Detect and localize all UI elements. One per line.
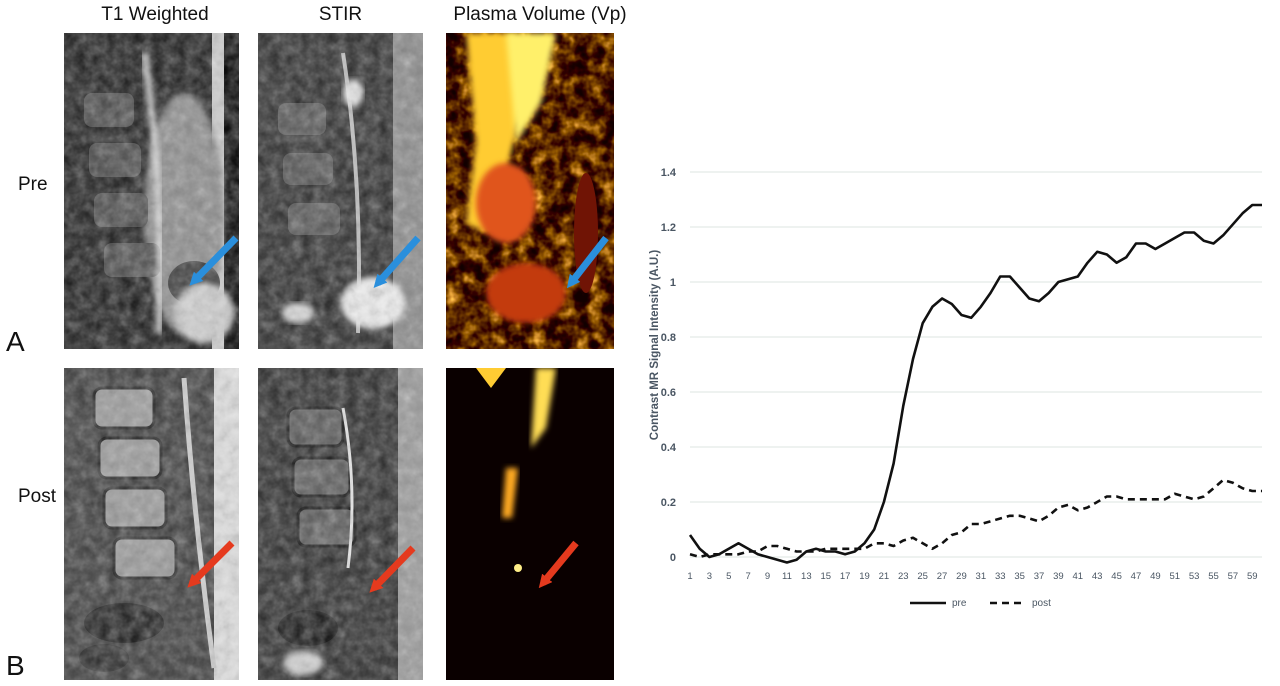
x-tick-label: 11 (782, 571, 792, 582)
x-tick-label: 37 (1034, 571, 1045, 582)
y-tick-label: 1 (670, 277, 676, 289)
x-tick-label: 27 (937, 571, 948, 582)
x-tick-label: 49 (1150, 571, 1161, 582)
x-tick-label: 13 (801, 571, 812, 582)
x-tick-label: 47 (1131, 571, 1142, 582)
x-tick-label: 17 (840, 571, 851, 582)
x-tick-label: 15 (820, 571, 831, 582)
legend-label-pre: pre (952, 598, 967, 609)
x-tick-label: 41 (1073, 571, 1084, 582)
x-tick-label: 29 (956, 571, 967, 582)
panel-letter-a: A (6, 326, 25, 357)
x-tick-label: 31 (976, 571, 987, 582)
x-tick-label: 43 (1092, 571, 1103, 582)
column-title-stir: STIR (318, 4, 363, 25)
mri-post-vp (446, 368, 614, 680)
chart-legend: pre post (910, 598, 1051, 609)
y-tick-label: 1.4 (661, 167, 677, 179)
x-tick-label: 51 (1169, 571, 1180, 582)
x-tick-label: 53 (1189, 571, 1200, 582)
mri-pre-t1 (64, 33, 239, 349)
signal-intensity-chart: 0 0.2 0.4 0.6 0.8 1 1.2 1.4 1 3 5 7 9 11 13 15 17 19 21 23 2… (630, 150, 1270, 620)
row-label-post: Post (18, 486, 57, 507)
y-tick-label: 1.2 (661, 222, 676, 234)
y-axis-label: Contrast MR Signal Intensity (A.U.) (649, 250, 661, 441)
x-tick-label: 19 (859, 571, 870, 582)
mri-pre-stir (258, 33, 423, 349)
x-tick-label: 39 (1053, 571, 1064, 582)
y-tick-label: 0 (670, 552, 676, 564)
x-tick-label: 7 (746, 571, 751, 582)
x-tick-label: 25 (917, 571, 928, 582)
x-tick-label: 59 (1247, 571, 1258, 582)
y-tick-label: 0.8 (661, 332, 676, 344)
series-line-pre (688, 203, 1262, 564)
x-tick-label: 3 (707, 571, 712, 582)
row-label-pre: Pre (18, 174, 48, 195)
x-tick-label: 23 (898, 571, 909, 582)
x-tick-label: 55 (1208, 571, 1219, 582)
chart-canvas: 00.20.40.60.811.21.41 3 5 7 9 11 13 15 17 19 21 23 2… (649, 167, 1262, 609)
panel-letter-b: B (6, 650, 25, 681)
x-tick-label: 9 (765, 571, 770, 582)
x-tick-label: 45 (1111, 571, 1122, 582)
x-tick-label: 1 (687, 571, 692, 582)
column-title-t1: T1 Weighted (101, 4, 209, 25)
x-tick-label: 35 (1014, 571, 1025, 582)
legend-label-post: post (1032, 598, 1051, 609)
x-tick-label: 57 (1228, 571, 1239, 582)
mri-post-stir (258, 368, 423, 680)
x-tick-label: 33 (995, 571, 1006, 582)
y-tick-label: 0.6 (661, 387, 676, 399)
mri-pre-vp (446, 33, 614, 349)
y-tick-label: 0.2 (661, 497, 676, 509)
x-tick-label: 5 (726, 571, 731, 582)
series-line-post (689, 478, 1262, 559)
mri-post-t1 (64, 368, 239, 680)
y-tick-label: 0.4 (661, 442, 677, 454)
x-tick-label: 21 (879, 571, 890, 582)
column-title-vp: Plasma Volume (Vp) (453, 4, 627, 25)
